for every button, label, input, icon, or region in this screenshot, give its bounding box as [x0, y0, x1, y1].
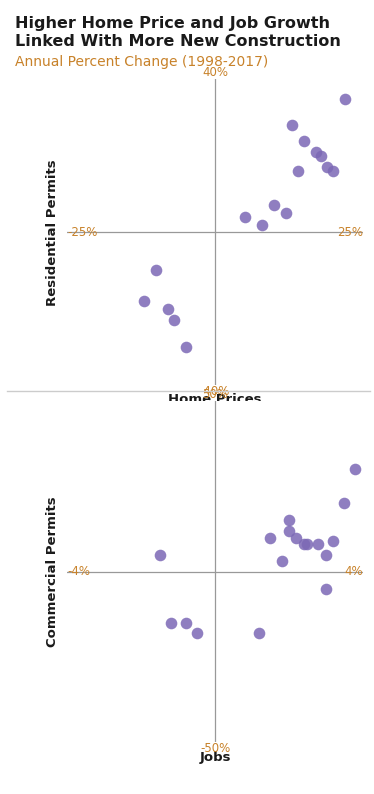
Point — [9, 702, 15, 715]
Point — [341, 497, 347, 510]
Text: -50%: -50% — [200, 742, 230, 755]
Point — [256, 626, 262, 639]
Point — [279, 555, 285, 568]
Point — [165, 303, 171, 315]
Text: 4%: 4% — [344, 565, 363, 578]
Point — [324, 161, 330, 174]
Point — [315, 538, 321, 551]
Point — [286, 524, 292, 537]
Point — [183, 341, 188, 353]
Point — [301, 134, 307, 147]
Point — [301, 538, 307, 551]
Text: -25%: -25% — [67, 225, 98, 239]
Text: Annual Percent Change (1998-2017): Annual Percent Change (1998-2017) — [15, 55, 268, 69]
Point — [283, 206, 289, 219]
Point — [242, 210, 248, 223]
Point — [153, 264, 159, 277]
Text: Linked With More New Construction: Linked With More New Construction — [15, 34, 341, 49]
Point — [267, 531, 273, 544]
Point — [323, 583, 329, 596]
Point — [183, 616, 188, 629]
X-axis label: Jobs: Jobs — [199, 750, 231, 764]
Point — [194, 626, 200, 639]
Point — [323, 548, 329, 561]
Point — [271, 199, 277, 212]
Text: Higher Home Price and Job Growth: Higher Home Price and Job Growth — [15, 16, 330, 31]
Point — [330, 534, 336, 547]
Point — [141, 295, 147, 307]
Point — [286, 515, 292, 527]
Point — [304, 538, 310, 551]
Y-axis label: Residential Permits: Residential Permits — [46, 159, 59, 306]
Point — [330, 165, 336, 178]
X-axis label: Home Prices: Home Prices — [168, 393, 262, 407]
Point — [157, 548, 163, 561]
Text: -40%: -40% — [200, 385, 230, 398]
Y-axis label: Commercial Permits: Commercial Permits — [46, 496, 59, 647]
Point — [289, 119, 295, 132]
Point — [171, 314, 177, 326]
Text: 25%: 25% — [337, 225, 363, 239]
Point — [168, 616, 174, 629]
Point — [352, 463, 358, 476]
Point — [293, 531, 299, 544]
Point — [259, 218, 265, 231]
Text: 50%: 50% — [202, 388, 228, 401]
Text: -4%: -4% — [67, 565, 90, 578]
Point — [342, 92, 348, 105]
Text: 40%: 40% — [202, 67, 228, 79]
Point — [313, 145, 319, 158]
Point — [295, 165, 301, 178]
Point — [318, 149, 324, 162]
